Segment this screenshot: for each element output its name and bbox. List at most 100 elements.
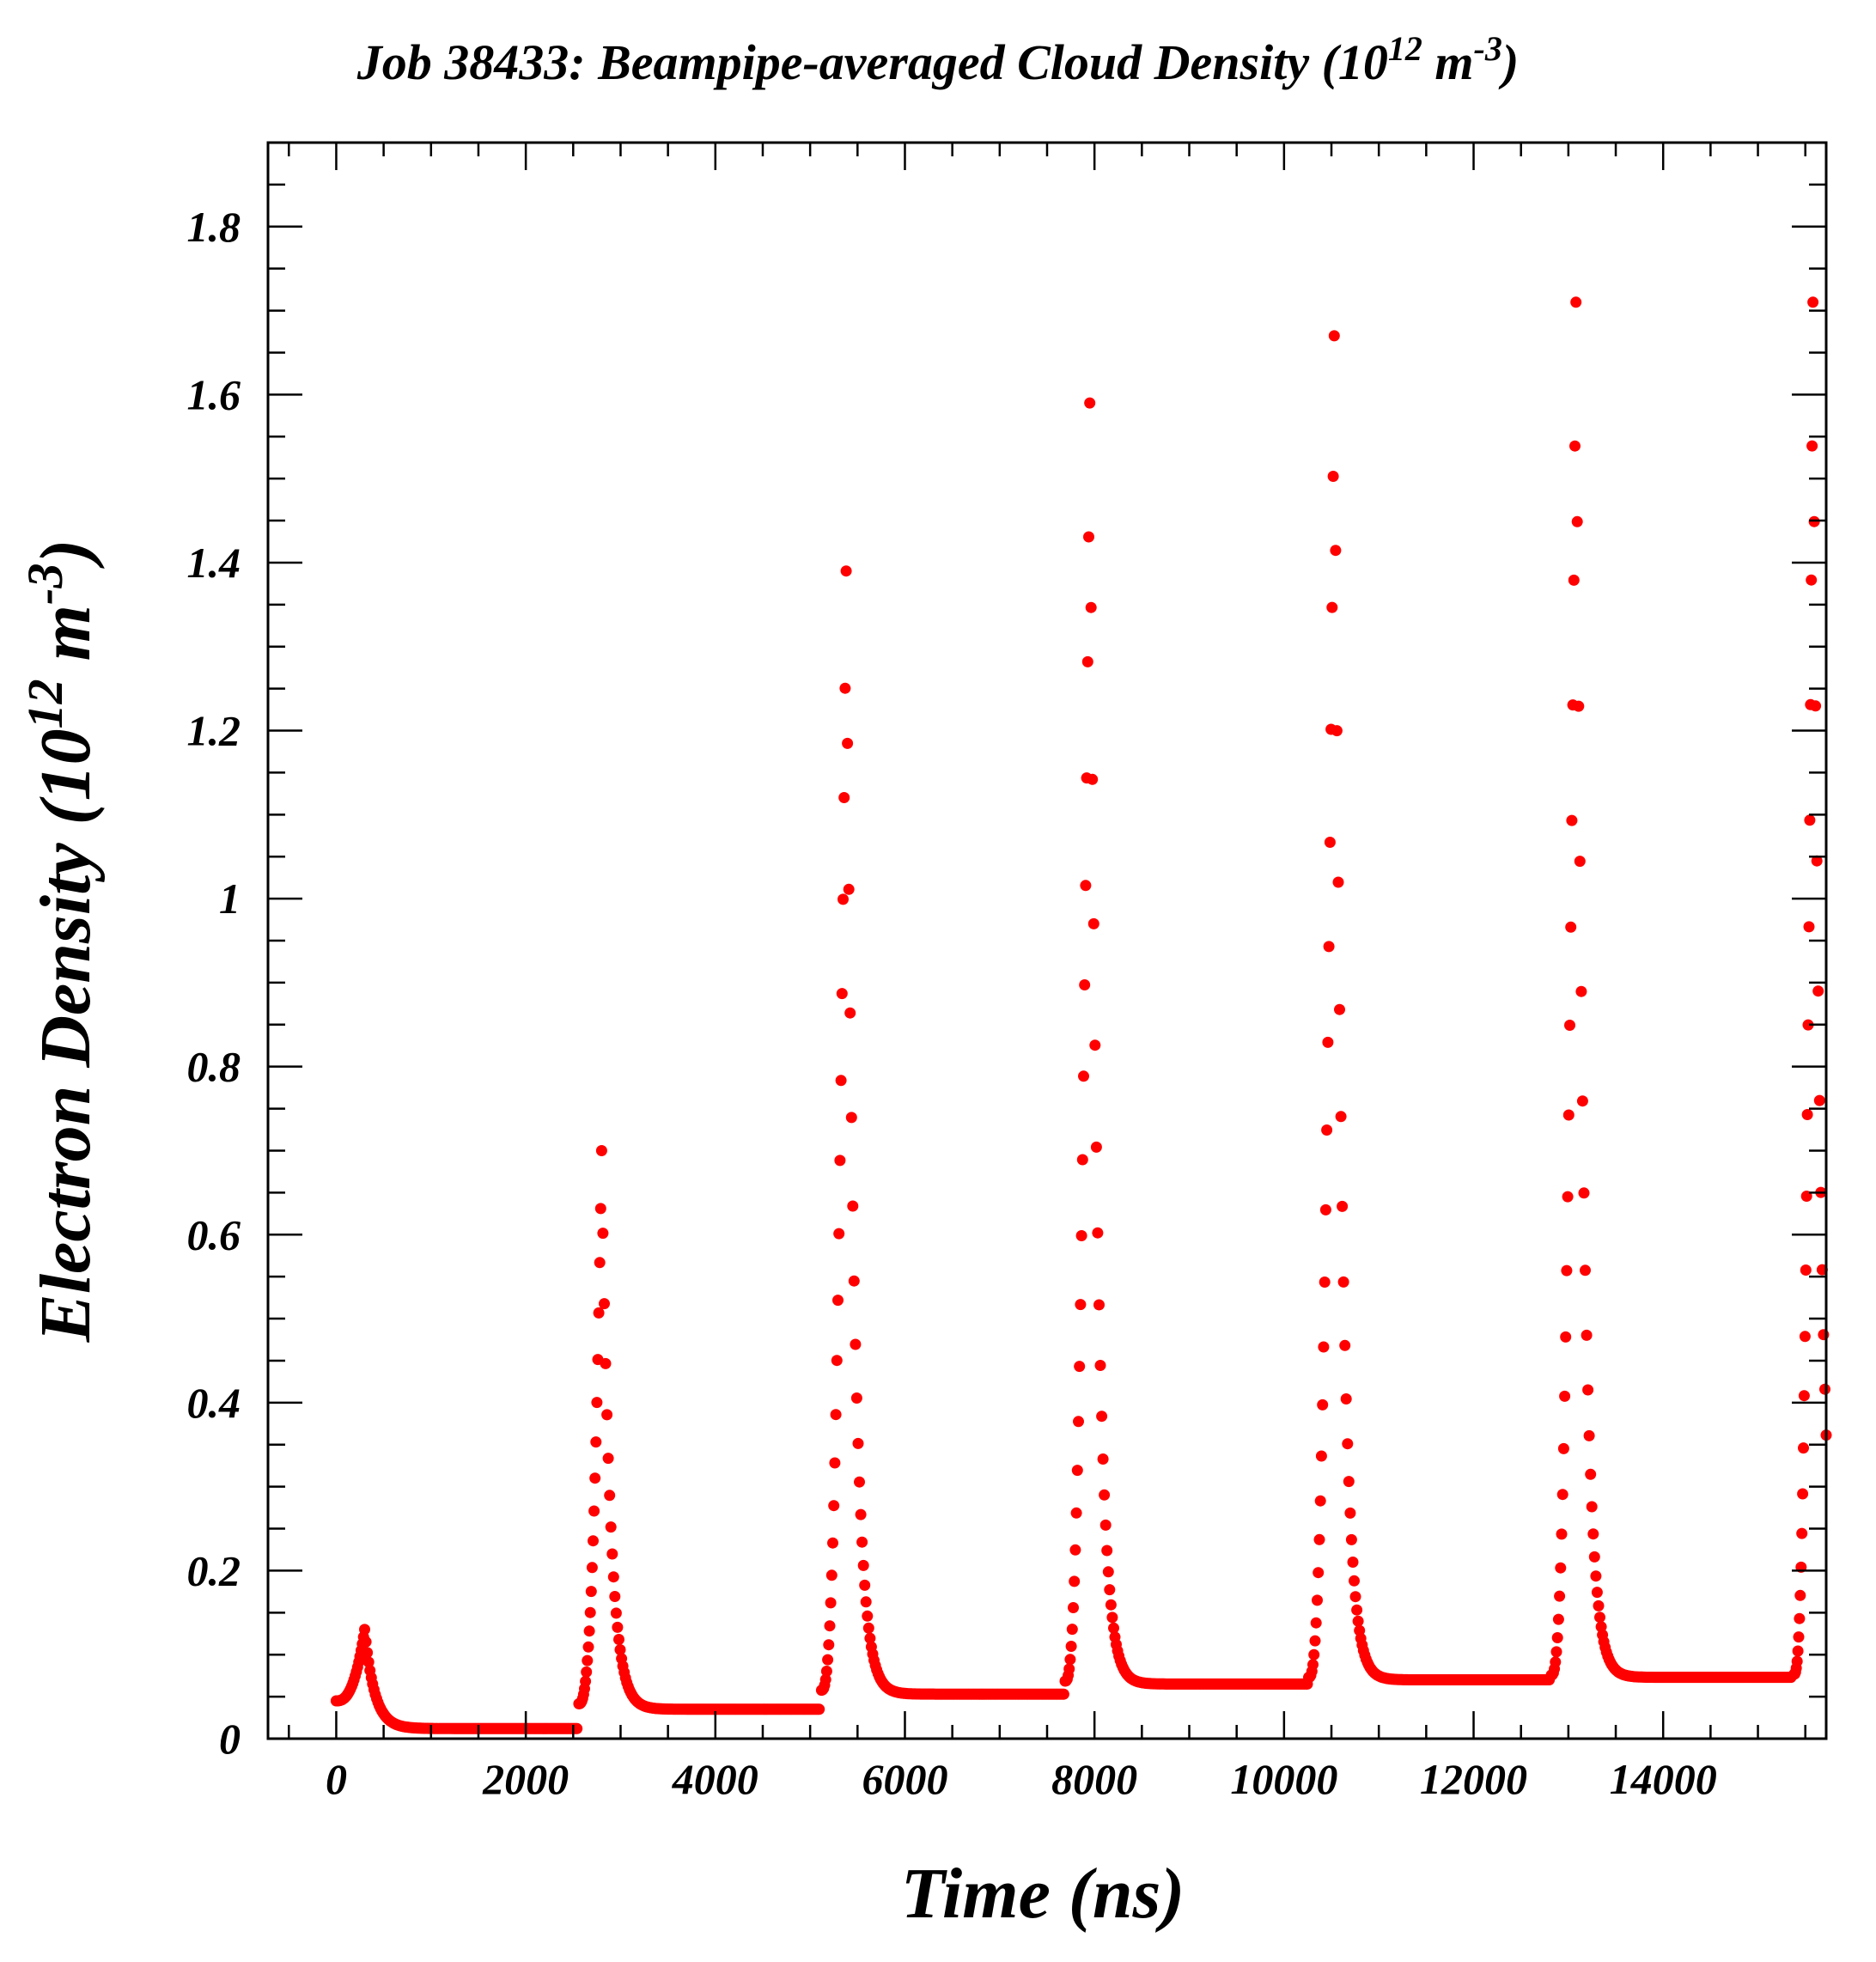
data-point xyxy=(1099,1489,1111,1501)
data-point xyxy=(588,1505,600,1517)
data-point xyxy=(1080,880,1092,892)
data-point xyxy=(1561,1264,1573,1277)
data-point xyxy=(1556,1528,1568,1540)
x-tick-labels: 0 2000 4000 6000 8000 10000 12000 14000 xyxy=(326,1755,1717,1803)
data-point xyxy=(612,1621,624,1633)
data-point xyxy=(1349,1591,1361,1603)
data-point xyxy=(1317,1398,1329,1411)
data-point xyxy=(1069,1544,1081,1556)
data-point xyxy=(586,1562,598,1574)
data-point xyxy=(602,1453,614,1465)
data-point xyxy=(1334,1003,1345,1015)
data-point xyxy=(840,565,852,577)
data-point xyxy=(1319,1277,1331,1288)
data-point xyxy=(1799,1331,1811,1343)
x-tick-label: 2000 xyxy=(482,1755,569,1803)
data-point xyxy=(857,1559,869,1571)
data-point xyxy=(1070,1507,1082,1519)
data-point xyxy=(862,1610,874,1622)
data-point xyxy=(362,1647,374,1659)
data-point xyxy=(1556,1489,1568,1501)
data-point xyxy=(1090,1141,1102,1153)
data-point xyxy=(852,1437,864,1449)
data-point xyxy=(1806,574,1818,586)
data-point xyxy=(1564,1020,1575,1031)
data-point xyxy=(1791,1655,1803,1667)
data-point xyxy=(1344,1507,1356,1519)
data-point xyxy=(600,1357,612,1369)
plot-frame xyxy=(266,141,1828,1740)
data-point xyxy=(844,1007,856,1019)
data-point xyxy=(824,1620,836,1632)
data-point xyxy=(1319,1203,1331,1216)
data-point xyxy=(588,1535,599,1547)
data-point xyxy=(1102,1566,1114,1578)
data-point xyxy=(1064,1654,1076,1666)
data-point xyxy=(1803,921,1815,933)
data-point xyxy=(1328,330,1340,342)
data-point xyxy=(1108,1622,1119,1634)
data-point xyxy=(1594,1612,1605,1624)
data-point xyxy=(594,1257,606,1269)
data-point xyxy=(1793,1631,1805,1643)
data-point xyxy=(1587,1528,1599,1540)
x-tick-label: 14000 xyxy=(1610,1755,1717,1803)
data-point xyxy=(599,1298,610,1310)
data-point xyxy=(1337,1200,1349,1212)
data-point xyxy=(604,1490,616,1502)
data-point xyxy=(1074,1361,1086,1373)
data-point xyxy=(1794,1589,1806,1601)
x-tick-label: 10000 xyxy=(1230,1755,1337,1803)
data-point xyxy=(601,1409,613,1421)
data-point xyxy=(1796,1527,1808,1539)
data-point xyxy=(610,1607,622,1619)
data-point xyxy=(1581,1329,1593,1341)
data-point xyxy=(582,1654,594,1666)
data-point xyxy=(1309,1635,1321,1647)
data-point xyxy=(859,1579,871,1591)
data-point xyxy=(1562,1109,1574,1121)
data-point xyxy=(1089,1039,1101,1051)
data-point xyxy=(1084,397,1096,409)
data-point xyxy=(1800,1264,1812,1276)
data-point xyxy=(591,1397,603,1409)
data-point xyxy=(1557,1442,1569,1454)
data-point xyxy=(1342,1438,1354,1450)
data-point xyxy=(864,1632,876,1644)
data-point xyxy=(360,1636,372,1648)
data-point xyxy=(1106,1612,1118,1624)
data-point xyxy=(1063,1663,1075,1675)
data-point xyxy=(1352,1615,1364,1627)
data-point xyxy=(848,1275,860,1287)
data-point xyxy=(1101,1545,1113,1557)
data-point xyxy=(1571,515,1583,527)
data-point xyxy=(847,1200,859,1212)
data-point xyxy=(1568,574,1580,586)
data-point xyxy=(1582,1384,1594,1396)
data-point xyxy=(1324,837,1336,848)
data-point xyxy=(1057,1688,1069,1700)
data-point xyxy=(820,1666,832,1677)
data-point xyxy=(597,1228,609,1240)
data-point xyxy=(838,893,849,905)
x-tick-label: 6000 xyxy=(862,1755,947,1803)
data-point xyxy=(1326,601,1338,613)
data-point xyxy=(1093,1299,1105,1311)
y-axis-label-main: Electron Density (10 xyxy=(26,728,106,1343)
chart-title-close: ) xyxy=(1498,34,1519,90)
data-point xyxy=(834,1155,846,1167)
data-point xyxy=(1588,1551,1600,1563)
data-point xyxy=(613,1634,624,1645)
data-point xyxy=(1314,1495,1326,1507)
data-point xyxy=(1099,1519,1112,1531)
data-point xyxy=(605,1521,617,1533)
data-point xyxy=(1313,1533,1325,1545)
data-point xyxy=(606,1548,618,1560)
data-point xyxy=(823,1639,835,1651)
data-point xyxy=(1083,531,1094,543)
data-point xyxy=(1097,1453,1109,1465)
data-point xyxy=(1575,985,1587,997)
data-point xyxy=(832,1295,844,1307)
data-point xyxy=(581,1666,593,1678)
